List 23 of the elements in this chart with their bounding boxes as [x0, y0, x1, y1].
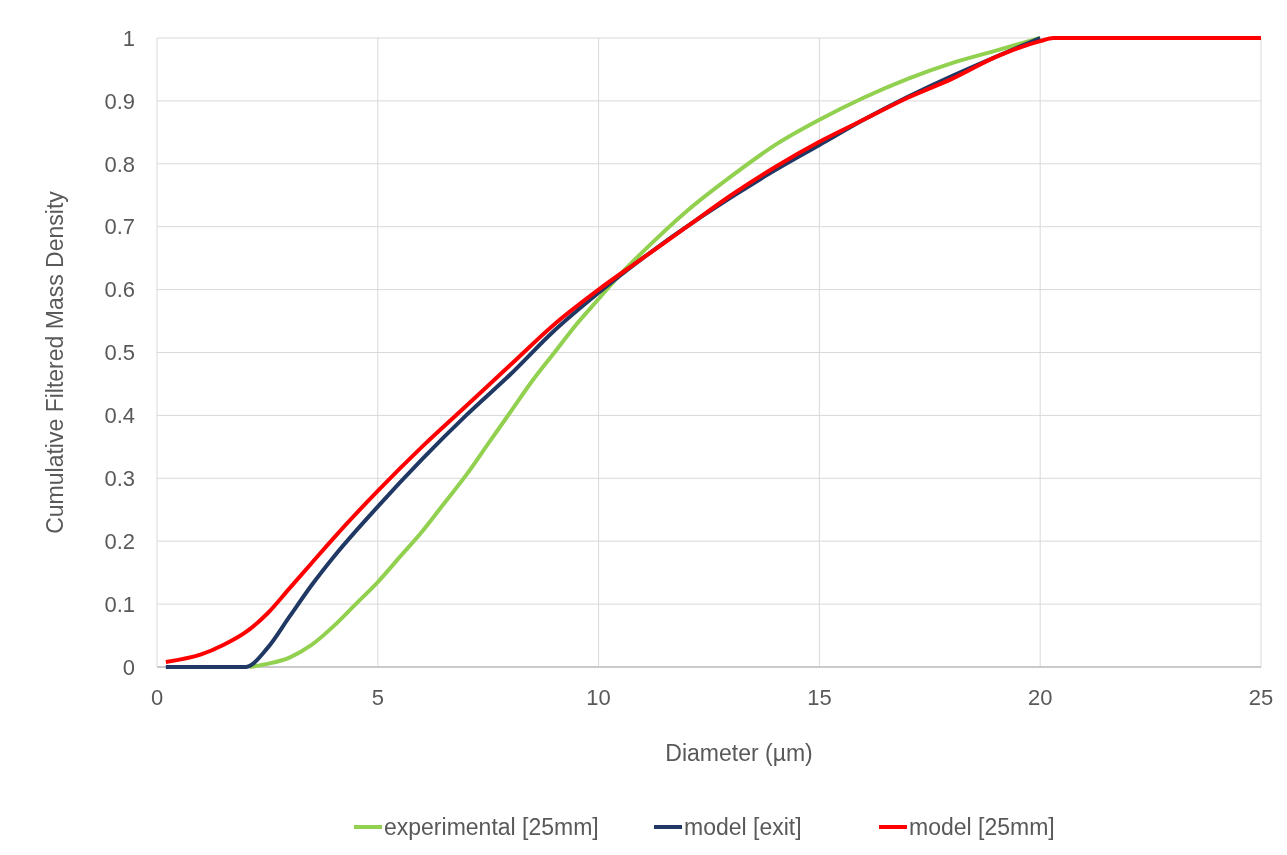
legend-label: experimental [25mm] [384, 814, 599, 841]
y-tick-label: 0.3 [104, 466, 135, 491]
x-tick-label: 25 [1248, 685, 1274, 710]
y-tick-label: 0.7 [104, 214, 135, 240]
y-tick-label: 1 [122, 25, 135, 51]
y-axis-title: Cumulative Filtered Mass Density [42, 190, 68, 534]
x-tick-label: 20 [1027, 685, 1053, 710]
x-tick-label: 15 [807, 685, 832, 710]
y-tick-label: 0.1 [104, 591, 135, 617]
y-tick-label: 0.8 [104, 151, 135, 177]
y-tick-label: 0.2 [104, 528, 135, 554]
x-tick-label: 0 [150, 685, 164, 710]
x-tick-label: 5 [371, 685, 384, 710]
y-tick-label: 0.6 [104, 277, 135, 303]
x-axis-title: Diameter (µm) [665, 740, 813, 766]
y-tick-label: 0 [122, 654, 135, 680]
legend-label: model [25mm] [909, 814, 1055, 841]
x-tick-label: 10 [586, 685, 611, 710]
legend-label: model [exit] [684, 814, 802, 841]
y-tick-label: 0.4 [104, 403, 135, 429]
y-tick-label: 0.5 [104, 340, 135, 366]
y-tick-label: 0.9 [104, 88, 135, 114]
line-series [163, 36, 1263, 664]
